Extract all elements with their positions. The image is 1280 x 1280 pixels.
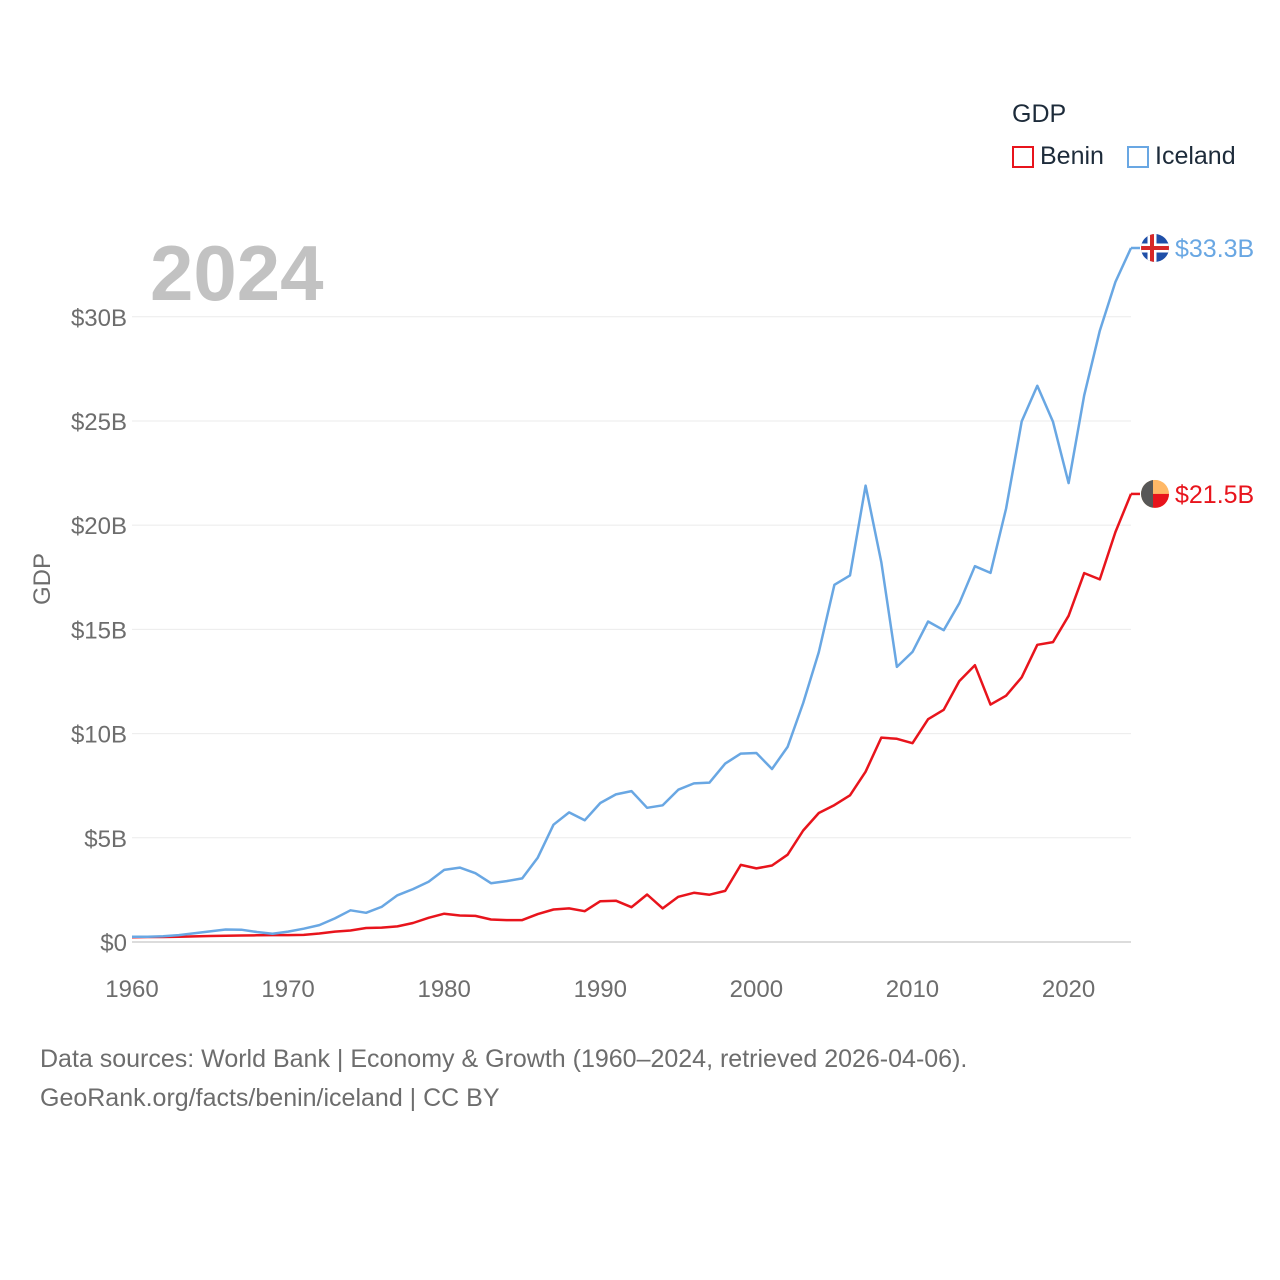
series-line-iceland xyxy=(132,247,1133,939)
series-end-label-iceland: $33.3B xyxy=(1175,235,1254,263)
year-label: 2024 xyxy=(150,229,324,317)
x-tick-label: 2020 xyxy=(1042,976,1095,1003)
legend-swatch-benin xyxy=(1012,145,1034,168)
legend-item-iceland[interactable]: Iceland xyxy=(1127,142,1236,171)
y-tick-label: $25B xyxy=(71,409,127,436)
y-tick-label: $30B xyxy=(71,305,127,332)
legend-label-benin: Benin xyxy=(1040,142,1104,170)
footer-attribution: GeoRank.org/facts/benin/iceland | CC BY xyxy=(40,1084,500,1112)
y-tick-label: $20B xyxy=(71,513,127,540)
y-tick-label: $10B xyxy=(71,722,127,749)
legend-title: GDP xyxy=(1012,100,1067,128)
x-tick-label: 1990 xyxy=(574,976,627,1003)
legend-item-benin[interactable]: Benin xyxy=(1012,142,1104,171)
benin-flag-icon xyxy=(1141,479,1169,508)
x-tick-label: 1960 xyxy=(105,976,158,1003)
x-tick-label: 1970 xyxy=(261,976,314,1003)
legend-swatch-iceland xyxy=(1127,145,1149,168)
series-end-label-benin: $21.5B xyxy=(1175,481,1254,509)
iceland-flag-icon xyxy=(1141,234,1169,262)
y-axis-label: GDP xyxy=(29,553,56,605)
x-tick-label: 2010 xyxy=(886,976,939,1003)
series-line-benin xyxy=(131,493,1133,939)
x-tick-label: 2000 xyxy=(730,976,783,1003)
y-tick-label: $15B xyxy=(71,617,127,644)
y-tick-label: $5B xyxy=(84,826,127,853)
legend-label-iceland: Iceland xyxy=(1155,142,1236,170)
footer-sources: Data sources: World Bank | Economy & Gro… xyxy=(40,1045,968,1073)
y-tick-label: $0 xyxy=(100,930,127,957)
x-tick-label: 1980 xyxy=(417,976,470,1003)
